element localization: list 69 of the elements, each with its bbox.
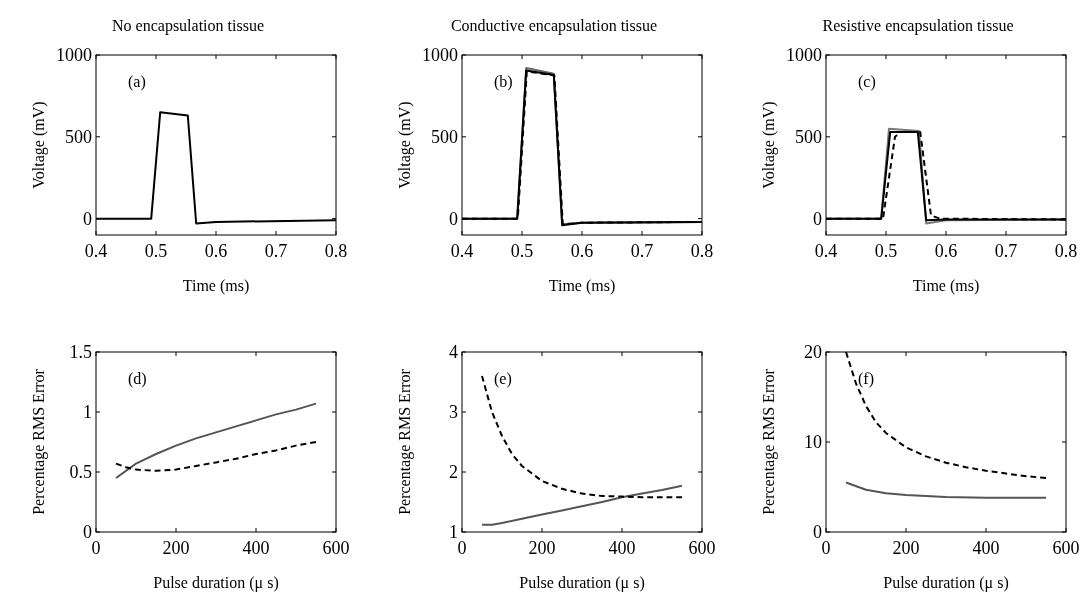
x-tick-label: 0.6 <box>570 241 594 261</box>
y-tick-label: 0 <box>449 208 458 229</box>
line-series <box>115 441 317 472</box>
x-tick-label: 0.8 <box>690 241 714 261</box>
x-tick-label: 400 <box>972 538 1000 558</box>
x-tick-label: 400 <box>608 538 636 558</box>
x-tick-label: 0.5 <box>874 241 898 261</box>
x-tick-label: 200 <box>892 538 920 558</box>
y-tick-label: 4 <box>449 342 458 362</box>
y-axis-title: Percentage RMS Error <box>30 368 48 515</box>
x-tick-label: 200 <box>162 538 190 558</box>
y-tick-label: 1 <box>449 522 458 542</box>
line-series <box>481 484 683 526</box>
annotation: (d) <box>128 370 147 388</box>
y-tick-label: 10 <box>804 432 822 452</box>
x-tick-label: 0.7 <box>630 241 654 261</box>
y-axis-title: Percentage RMS Error <box>396 368 414 515</box>
line-series <box>115 402 317 479</box>
y-tick-label: 0.5 <box>69 462 92 482</box>
y-tick-label: 1 <box>83 402 92 422</box>
y-axis-title: Voltage (mV) <box>760 101 778 189</box>
y-axis-title: Voltage (mV) <box>396 101 414 189</box>
x-axis-title: Time (ms) <box>548 277 616 295</box>
y-tick-label: 3 <box>449 402 458 422</box>
x-tick-label: 600 <box>322 538 350 558</box>
y-tick-label: 2 <box>449 462 458 482</box>
x-tick-label: 200 <box>528 538 556 558</box>
line-series <box>845 481 1047 499</box>
annotation: (b) <box>494 73 513 91</box>
y-tick-label: 20 <box>804 342 822 362</box>
y-tick-label: 1.5 <box>69 342 92 362</box>
annotation: (f) <box>858 370 874 388</box>
x-tick-label: 0.4 <box>450 241 474 261</box>
x-tick-label: 0.8 <box>324 241 348 261</box>
x-tick-label: 0.7 <box>264 241 288 261</box>
x-tick-label: 0.6 <box>204 241 228 261</box>
x-tick-label: 0.6 <box>934 241 958 261</box>
x-tick-label: 400 <box>242 538 270 558</box>
y-tick-label: 1000 <box>56 45 92 65</box>
y-tick-label: 0 <box>83 208 92 229</box>
y-tick-label: 0 <box>813 208 822 229</box>
x-tick-label: 600 <box>688 538 716 558</box>
y-tick-label: 0 <box>83 522 92 542</box>
y-tick-label: 500 <box>431 126 458 147</box>
annotation: (a) <box>128 73 146 91</box>
y-axis-title: Percentage RMS Error <box>760 368 778 515</box>
y-tick-label: 500 <box>795 126 822 147</box>
x-tick-label: 0.5 <box>510 241 534 261</box>
chart-title: Resistive encapsulation tissue <box>822 17 1014 35</box>
x-axis-title: Pulse duration (μ s) <box>883 574 1009 592</box>
x-axis-title: Time (ms) <box>182 277 250 295</box>
x-axis-title: Pulse duration (μ s) <box>153 574 279 592</box>
x-axis-title: Pulse duration (μ s) <box>519 574 645 592</box>
annotation: (c) <box>858 73 876 91</box>
y-tick-label: 1000 <box>422 45 458 65</box>
x-tick-label: 600 <box>1052 538 1080 558</box>
y-axis-title: Voltage (mV) <box>30 101 48 189</box>
y-tick-label: 0 <box>813 522 822 542</box>
x-tick-label: 0.4 <box>814 241 838 261</box>
x-tick-label: 0.8 <box>1054 241 1078 261</box>
x-tick-label: 0.4 <box>84 241 108 261</box>
y-tick-label: 500 <box>65 126 92 147</box>
chart-title: No encapsulation tissue <box>112 17 264 35</box>
y-tick-label: 1000 <box>786 45 822 65</box>
x-tick-label: 0.7 <box>994 241 1018 261</box>
annotation: (e) <box>494 370 512 388</box>
chart-title: Conductive encapsulation tissue <box>450 17 658 35</box>
x-axis-title: Time (ms) <box>912 277 980 295</box>
x-tick-label: 0.5 <box>144 241 168 261</box>
